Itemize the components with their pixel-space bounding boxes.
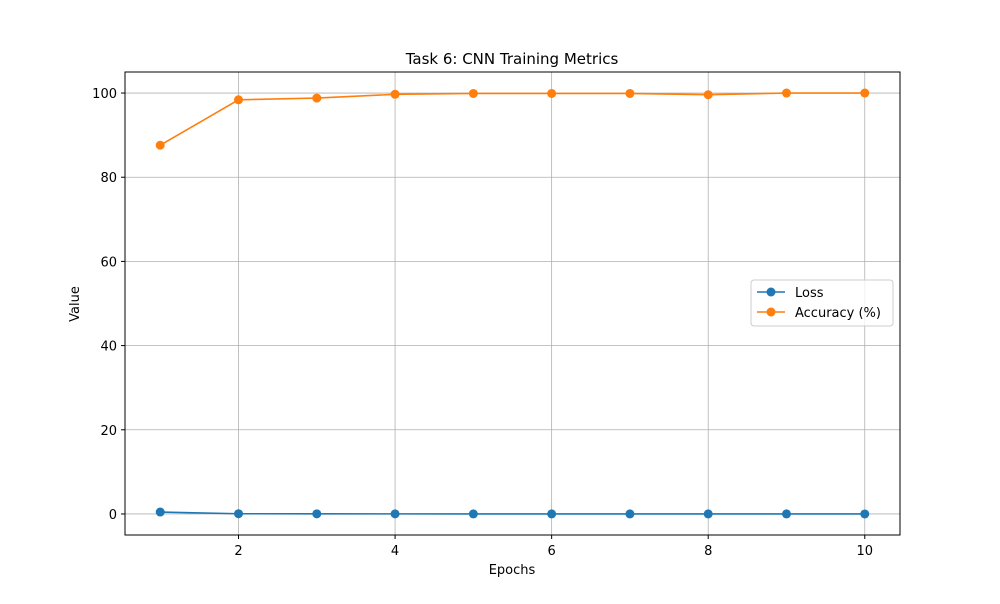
y-tick-label: 20 (100, 424, 117, 439)
legend: Loss Accuracy (%) (750, 279, 894, 327)
data-point (703, 90, 713, 100)
series-line (160, 511, 865, 515)
data-point (468, 88, 478, 98)
y-axis-label: Value (68, 286, 83, 322)
data-point (155, 140, 165, 150)
series-layer (155, 88, 870, 519)
legend-item: Loss (757, 286, 824, 301)
data-point (860, 88, 870, 98)
y-tick-label: 80 (100, 171, 117, 186)
legend-item: Accuracy (%) (757, 306, 881, 321)
y-tick-label: 100 (92, 87, 117, 102)
x-tick-label: 8 (704, 544, 712, 559)
data-point (234, 95, 244, 105)
data-point (547, 509, 557, 519)
data-point (312, 93, 322, 103)
x-tick-label: 4 (391, 544, 399, 559)
y-tick-label: 40 (100, 340, 117, 355)
y-tick-label: 60 (100, 255, 117, 270)
series-accuracy (155, 88, 870, 150)
data-point (155, 507, 165, 517)
data-point (390, 89, 400, 99)
legend-marker (766, 287, 776, 297)
x-tick-label: 6 (548, 544, 556, 559)
data-point (625, 509, 635, 519)
legend-marker (766, 307, 776, 317)
data-point (781, 509, 791, 519)
data-point (234, 509, 244, 519)
x-tick-label: 2 (234, 544, 242, 559)
data-point (468, 509, 478, 519)
data-point (781, 88, 791, 98)
x-axis-label: Epochs (489, 563, 536, 578)
plot-frame (124, 71, 901, 536)
series-line (159, 92, 865, 146)
data-point (860, 509, 870, 519)
data-point (625, 88, 635, 98)
series-loss (155, 507, 870, 519)
data-point (390, 509, 400, 519)
x-tick-label: 10 (856, 544, 873, 559)
legend-label: Accuracy (%) (795, 306, 881, 321)
y-tick-label: 0 (109, 508, 117, 523)
data-point (703, 509, 713, 519)
data-point (312, 509, 322, 519)
chart-title: Task 6: CNN Training Metrics (405, 50, 619, 68)
legend-box (750, 279, 894, 327)
legend-label: Loss (795, 286, 824, 301)
data-point (547, 88, 557, 98)
